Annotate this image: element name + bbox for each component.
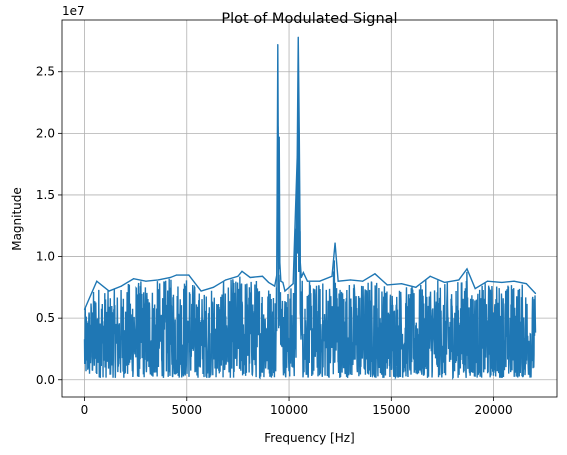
plot-frame: [61, 19, 558, 398]
data-point: [108, 290, 110, 292]
data-point: [132, 278, 135, 280]
data-point: [386, 284, 388, 286]
data-point: [96, 280, 98, 282]
data-point: [501, 281, 503, 284]
chart-title: Plot of Modulated Signal: [221, 11, 397, 27]
x-axis-label: Frequency [Hz]: [264, 431, 355, 445]
y-tick-label: 0.5: [36, 311, 55, 325]
data-point: [534, 292, 537, 295]
data-point: [362, 280, 364, 282]
data-point: [429, 275, 431, 277]
data-point: [282, 281, 284, 284]
data-point: [212, 286, 214, 288]
data-point: [200, 290, 202, 292]
data-point: [145, 280, 147, 282]
data-point: [458, 279, 460, 281]
y-axis-offset-label: 1e7: [62, 4, 85, 18]
data-point: [298, 132, 300, 134]
data-point: [400, 283, 403, 285]
data-point: [443, 281, 446, 284]
data-point: [225, 279, 227, 281]
series-layer: [83, 36, 537, 380]
x-tick-label: 0: [81, 403, 89, 417]
data-point: [292, 283, 294, 285]
data-point: [83, 308, 86, 311]
y-tick-label: 0.0: [36, 373, 55, 387]
data-point: [374, 273, 376, 275]
y-tick-label: 1.0: [36, 250, 55, 264]
data-point: [175, 274, 178, 276]
data-point: [513, 280, 515, 282]
data-point: [299, 262, 301, 264]
data-point: [415, 286, 417, 288]
data-point: [279, 262, 281, 264]
data-point: [278, 136, 280, 138]
x-tick-label: 5000: [171, 403, 202, 417]
data-point: [237, 275, 239, 277]
data-point: [486, 280, 489, 282]
data-point: [267, 281, 270, 284]
y-tick-label: 2.0: [36, 126, 55, 140]
data-point: [188, 274, 190, 276]
data-point: [349, 279, 352, 281]
data-point: [276, 274, 278, 276]
x-tick-label: 15000: [372, 403, 410, 417]
data-point: [474, 287, 476, 290]
series-line: [83, 37, 537, 310]
y-tick-label: 2.5: [36, 65, 55, 79]
data-point: [296, 156, 298, 158]
data-point: [300, 276, 302, 279]
data-point: [337, 280, 339, 282]
data-point: [334, 242, 336, 244]
data-point: [120, 285, 122, 287]
data-point: [278, 268, 280, 270]
series-noise-line: [83, 95, 537, 380]
data-point: [297, 36, 299, 38]
data-point: [261, 275, 264, 277]
data-point: [306, 280, 309, 282]
data-point: [319, 280, 321, 282]
y-tick-label: 1.5: [36, 188, 55, 202]
data-point: [302, 271, 304, 274]
data-point: [288, 286, 290, 288]
x-tick-label: 10000: [270, 403, 308, 417]
data-point: [331, 275, 333, 277]
data-point: [280, 280, 282, 282]
data-point: [277, 44, 279, 46]
data-point: [249, 276, 251, 279]
axis-ticks: 0 5000 10000 15000 20000 0.0 0.5 1.0 1.5 2.0 2.5: [36, 65, 513, 417]
y-axis-label: Magnitude: [10, 187, 24, 251]
data-point: [169, 276, 172, 279]
data-point: [157, 279, 159, 281]
x-tick-label: 20000: [474, 403, 512, 417]
data-point: [466, 268, 468, 270]
data-point: [274, 285, 276, 287]
data-point: [525, 283, 527, 285]
data-point: [284, 290, 286, 292]
data-point: [241, 270, 243, 272]
